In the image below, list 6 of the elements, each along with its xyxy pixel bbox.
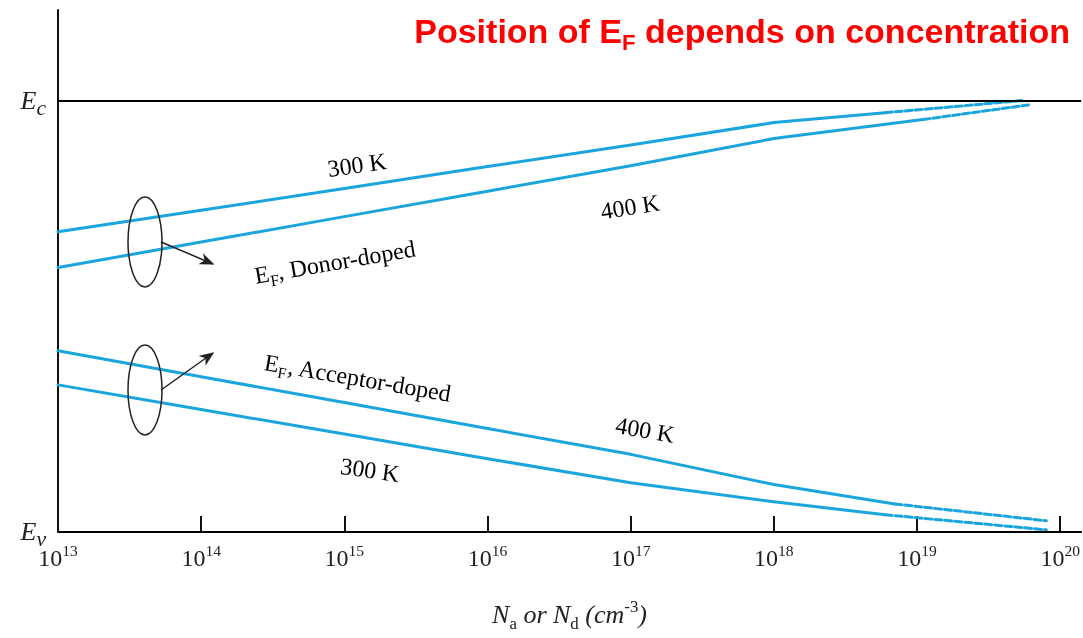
annotation: EF, Donor-doped	[252, 235, 418, 290]
annotation: 300 K	[338, 452, 402, 488]
annotation: 400 K	[613, 412, 678, 448]
annotation: 300 K	[325, 147, 389, 183]
annotation: 400 K	[598, 189, 663, 225]
ref-line-label: E$_{c}$	[20, 84, 46, 122]
